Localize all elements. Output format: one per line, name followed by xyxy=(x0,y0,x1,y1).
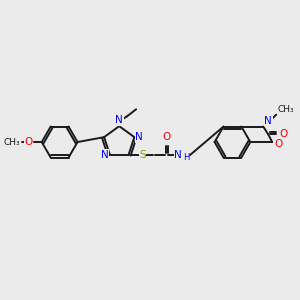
Text: O: O xyxy=(162,132,170,142)
Text: H: H xyxy=(183,153,189,162)
Text: N: N xyxy=(264,116,272,126)
Text: N: N xyxy=(115,115,123,125)
Text: O: O xyxy=(25,137,33,147)
Text: O: O xyxy=(279,129,287,139)
Text: CH₃: CH₃ xyxy=(3,138,20,147)
Text: N: N xyxy=(135,132,143,142)
Text: N: N xyxy=(174,150,182,160)
Text: S: S xyxy=(139,150,146,160)
Text: N: N xyxy=(101,150,109,160)
Text: O: O xyxy=(274,139,282,149)
Text: CH₃: CH₃ xyxy=(277,105,294,114)
